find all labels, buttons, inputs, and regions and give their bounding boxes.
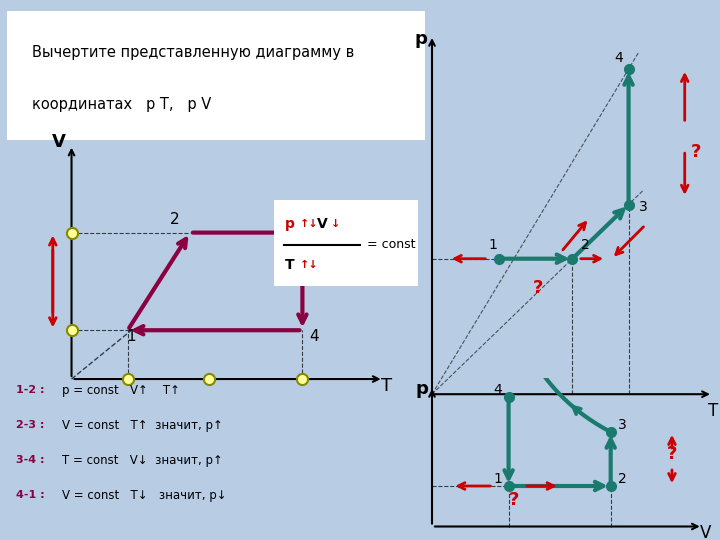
Text: 3: 3: [307, 212, 317, 227]
Text: 4-1 :: 4-1 :: [17, 490, 45, 501]
Text: ↑↓: ↑↓: [300, 219, 318, 229]
Text: V = const   T↑  значит, p↑: V = const T↑ значит, p↑: [63, 418, 223, 432]
Text: 1: 1: [126, 329, 135, 344]
FancyBboxPatch shape: [268, 197, 423, 289]
Text: 3: 3: [639, 200, 647, 214]
Text: 4: 4: [493, 383, 502, 397]
Text: ↑↓: ↑↓: [300, 260, 318, 269]
Text: 2: 2: [581, 238, 590, 252]
Text: 2: 2: [170, 212, 179, 227]
Text: 4: 4: [615, 51, 624, 65]
Text: ?: ?: [667, 445, 678, 463]
Text: = const: = const: [367, 238, 415, 251]
Text: 2-3 :: 2-3 :: [17, 420, 45, 430]
Text: 2: 2: [618, 472, 627, 487]
Text: p: p: [415, 380, 428, 398]
Text: V = const   T↓   значит, p↓: V = const T↓ значит, p↓: [63, 489, 227, 502]
Text: 4: 4: [309, 329, 318, 344]
Text: p: p: [414, 30, 427, 48]
Text: T: T: [708, 402, 718, 420]
Text: p = const   V↑    T↑: p = const V↑ T↑: [63, 383, 180, 397]
Text: 3-4 :: 3-4 :: [17, 455, 45, 465]
Text: 1-2 :: 1-2 :: [17, 385, 45, 395]
Text: T: T: [285, 258, 294, 272]
Text: V: V: [699, 524, 711, 540]
Text: p: p: [285, 217, 295, 231]
Text: V: V: [52, 133, 66, 151]
Text: V: V: [317, 217, 328, 231]
FancyBboxPatch shape: [0, 7, 437, 144]
Text: ?: ?: [508, 491, 519, 509]
Text: T: T: [381, 377, 392, 395]
Text: 1: 1: [488, 238, 497, 252]
Text: Вычертите представленную диаграмму в: Вычертите представленную диаграмму в: [32, 45, 354, 60]
Text: ?: ?: [690, 143, 701, 161]
Text: T = const   V↓  значит, p↑: T = const V↓ значит, p↑: [63, 454, 223, 467]
Text: ↓: ↓: [331, 219, 341, 229]
Text: координатах   р Т,   р V: координатах р Т, р V: [32, 97, 212, 112]
Text: ?: ?: [533, 279, 544, 296]
Text: 1: 1: [493, 472, 502, 487]
Text: 3: 3: [618, 418, 627, 433]
